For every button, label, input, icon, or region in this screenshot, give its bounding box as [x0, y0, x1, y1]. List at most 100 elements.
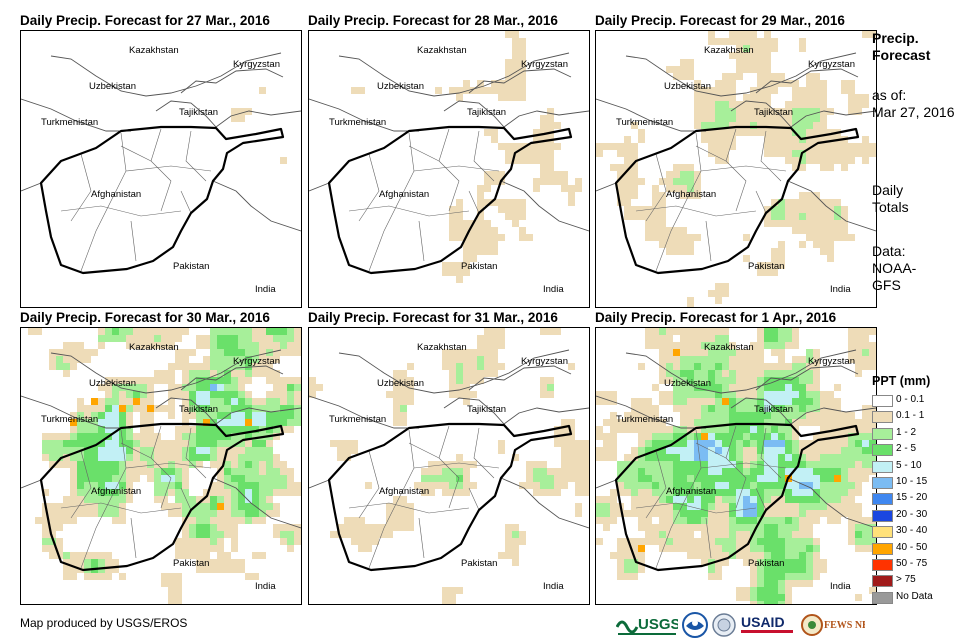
precip-raster	[596, 31, 876, 307]
noaa-logo	[682, 612, 708, 638]
panel-title: Daily Precip. Forecast for 31 Mar., 2016	[308, 310, 558, 325]
legend-swatch	[872, 493, 893, 506]
panel-title: Daily Precip. Forecast for 1 Apr., 2016	[595, 310, 837, 325]
country-label-tajikistan: Tajikistan	[179, 404, 218, 415]
title-line: Forecast	[872, 47, 931, 63]
country-label-pakistan: Pakistan	[173, 558, 209, 569]
sidebar-title: Precip. Forecast	[872, 30, 930, 64]
legend-swatch	[872, 575, 893, 588]
country-label-pakistan: Pakistan	[748, 558, 784, 569]
country-label-kyrgyzstan: Kyrgyzstan	[808, 356, 855, 367]
legend-swatch	[872, 476, 893, 489]
country-label-pakistan: Pakistan	[461, 261, 497, 272]
country-label-india: India	[830, 284, 851, 295]
as-of-value: Mar 27, 2016	[872, 104, 955, 120]
country-label-turkmenistan: Turkmenistan	[616, 414, 673, 425]
country-label-afghanistan: Afghanistan	[666, 189, 716, 200]
legend-label: 0 - 0.1	[896, 394, 925, 405]
country-label-kyrgyzstan: Kyrgyzstan	[521, 356, 568, 367]
partner-logos: USGS USAID FEWS NET	[616, 610, 866, 638]
country-label-uzbekistan: Uzbekistan	[377, 378, 424, 389]
country-label-kyrgyzstan: Kyrgyzstan	[808, 59, 855, 70]
country-label-india: India	[543, 284, 564, 295]
map-canvas: Kazakhstan Kyrgyzstan Uzbekistan Tajikistan…	[309, 328, 589, 604]
boundary-lines	[309, 349, 589, 569]
country-label-kazakhstan: Kazakhstan	[704, 45, 754, 56]
country-label-pakistan: Pakistan	[748, 261, 784, 272]
boundary-lines	[596, 52, 876, 272]
country-label-kyrgyzstan: Kyrgyzstan	[521, 59, 568, 70]
legend-swatch	[872, 395, 893, 407]
boundary-lines	[596, 349, 876, 569]
map-credit: Map produced by USGS/EROS	[20, 616, 188, 630]
country-label-afghanistan: Afghanistan	[379, 486, 429, 497]
panel-title: Daily Precip. Forecast for 27 Mar., 2016	[20, 13, 270, 28]
afghanistan-border	[39, 125, 285, 275]
totals-line: Totals	[872, 199, 909, 215]
legend-label: 5 - 10	[896, 459, 922, 471]
country-label-kazakhstan: Kazakhstan	[129, 45, 179, 56]
map-canvas: Kazakhstan Kyrgyzstan Uzbekistan Tajikistan…	[596, 31, 876, 307]
legend-swatch	[872, 591, 893, 604]
afghanistan-border	[614, 125, 860, 275]
country-label-turkmenistan: Turkmenistan	[329, 414, 386, 425]
country-label-tajikistan: Tajikistan	[754, 404, 793, 415]
country-label-turkmenistan: Turkmenistan	[329, 117, 386, 128]
country-label-tajikistan: Tajikistan	[179, 107, 218, 118]
panel-title: Daily Precip. Forecast for 29 Mar., 2016	[595, 13, 845, 28]
data-line: NOAA-	[872, 260, 917, 276]
legend-swatch	[872, 460, 893, 473]
legend-swatch	[872, 444, 893, 457]
title-line: Precip.	[872, 30, 919, 46]
legend-label: 20 - 30	[896, 508, 928, 520]
legend-swatch	[872, 526, 893, 539]
legend-swatch	[872, 542, 893, 555]
legend-label: > 75	[896, 574, 916, 586]
country-label-kyrgyzstan: Kyrgyzstan	[233, 59, 280, 70]
usgs-logo-text: USGS	[638, 616, 678, 633]
afghanistan-border	[327, 125, 573, 275]
boundary-lines	[309, 52, 589, 272]
country-label-afghanistan: Afghanistan	[666, 486, 716, 497]
data-line: Data:	[872, 243, 906, 259]
legend-title: PPT (mm)	[872, 374, 931, 388]
country-label-uzbekistan: Uzbekistan	[664, 81, 711, 92]
legend-swatch	[872, 558, 893, 571]
legend-label: No Data	[896, 590, 933, 602]
as-of-label: as of:	[872, 87, 907, 103]
country-label-turkmenistan: Turkmenistan	[41, 117, 98, 128]
legend-label: 10 - 15	[896, 475, 928, 487]
fewsnet-logo-text: FEWS NET	[824, 620, 865, 631]
map-canvas: Kazakhstan Kyrgyzstan Uzbekistan Tajikistan…	[21, 328, 301, 604]
legend-label: 50 - 75	[896, 557, 928, 569]
country-label-turkmenistan: Turkmenistan	[41, 414, 98, 425]
boundary-lines	[21, 52, 301, 272]
country-label-pakistan: Pakistan	[173, 261, 209, 272]
forecast-panel-5: Daily Precip. Forecast for 31 Mar., 2016…	[308, 309, 590, 605]
usaid-logo-text: USAID	[741, 614, 785, 630]
country-label-uzbekistan: Uzbekistan	[664, 378, 711, 389]
country-label-afghanistan: Afghanistan	[379, 189, 429, 200]
afghanistan-border	[39, 422, 285, 572]
as-of-date: as of: Mar 27, 2016	[872, 87, 955, 121]
country-label-tajikistan: Tajikistan	[467, 404, 506, 415]
country-label-kyrgyzstan: Kyrgyzstan	[233, 356, 280, 367]
forecast-map: Kazakhstan Kyrgyzstan Uzbekistan Tajikistan…	[595, 30, 877, 308]
panel-title: Daily Precip. Forecast for 28 Mar., 2016	[308, 13, 558, 28]
legend-label: 0.1 - 1	[896, 410, 925, 422]
usgs-logo: USGS	[616, 616, 678, 635]
country-label-uzbekistan: Uzbekistan	[89, 81, 136, 92]
legend-swatch	[872, 509, 893, 522]
forecast-panel-4: Daily Precip. Forecast for 30 Mar., 2016…	[20, 309, 302, 605]
afghanistan-border	[614, 422, 860, 572]
map-canvas: Kazakhstan Kyrgyzstan Uzbekistan Tajikistan…	[596, 328, 876, 604]
country-label-pakistan: Pakistan	[461, 558, 497, 569]
country-label-tajikistan: Tajikistan	[467, 107, 506, 118]
country-label-uzbekistan: Uzbekistan	[89, 378, 136, 389]
legend-label: 2 - 5	[896, 443, 917, 455]
legend-label: 15 - 20	[896, 492, 928, 504]
country-label-uzbekistan: Uzbekistan	[377, 81, 424, 92]
panel-title: Daily Precip. Forecast for 30 Mar., 2016	[20, 310, 270, 325]
forecast-map: Kazakhstan Kyrgyzstan Uzbekistan Tajikistan…	[308, 327, 590, 605]
country-label-india: India	[830, 581, 851, 592]
